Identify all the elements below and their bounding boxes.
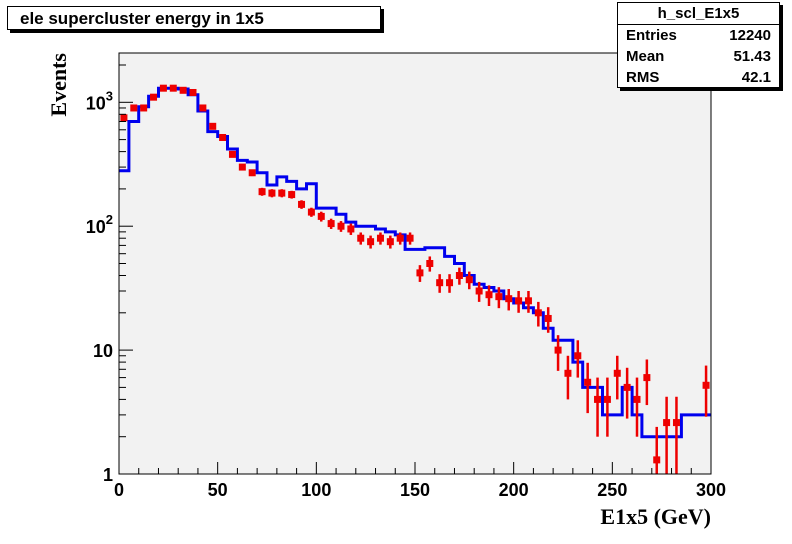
data-point (159, 84, 167, 92)
data-point (130, 104, 138, 112)
data-point (505, 295, 513, 303)
data-point (554, 346, 562, 354)
data-point (347, 225, 355, 233)
x-tick-label: 0 (114, 480, 124, 500)
x-tick-label: 100 (301, 480, 331, 500)
data-point (307, 208, 315, 216)
data-point (564, 369, 572, 377)
data-point (376, 234, 384, 242)
data-point (574, 352, 582, 360)
data-point (219, 133, 227, 141)
data-point (288, 191, 296, 199)
data-point (120, 114, 128, 122)
data-point (317, 212, 325, 220)
data-point (238, 163, 246, 171)
data-point (603, 395, 611, 403)
data-point (643, 374, 651, 382)
data-point (199, 104, 207, 112)
data-point (584, 378, 592, 386)
data-point (209, 122, 217, 130)
x-tick-label: 150 (400, 480, 430, 500)
y-axis-label: Events (46, 53, 71, 117)
data-point (357, 234, 365, 242)
data-point (268, 189, 276, 197)
stats-label: Entries (626, 27, 677, 44)
y-tick-label: 102 (86, 212, 113, 237)
histogram-title: ele supercluster energy in 1x5 (7, 6, 381, 30)
data-point (594, 395, 602, 403)
y-tick-label: 103 (86, 88, 113, 113)
data-point (228, 150, 236, 158)
data-point (436, 279, 444, 287)
data-point (672, 419, 680, 427)
data-point (613, 369, 621, 377)
data-point (653, 456, 661, 464)
x-tick-label: 300 (696, 480, 726, 500)
stats-row-rms: RMS 42.1 (618, 67, 779, 88)
data-point (455, 272, 463, 280)
data-point (702, 381, 710, 389)
data-point (278, 189, 286, 197)
data-point (179, 86, 187, 94)
data-point (386, 238, 394, 246)
y-tick-label: 10 (93, 341, 113, 361)
stats-histogram-name: h_scl_E1x5 (618, 3, 779, 25)
plot-frame (119, 53, 711, 474)
data-point (150, 93, 158, 101)
data-point (140, 104, 148, 112)
histogram-line (119, 86, 711, 439)
data-point (485, 291, 493, 299)
data-point (663, 419, 671, 427)
data-point (465, 276, 473, 284)
data-point (337, 222, 345, 230)
stats-box: h_scl_E1x5 Entries 12240 Mean 51.43 RMS … (617, 2, 780, 88)
data-point (534, 309, 542, 317)
data-point (248, 169, 256, 177)
x-axis-label: E1x5 (GeV) (600, 504, 711, 529)
x-tick-label: 250 (597, 480, 627, 500)
data-point (327, 220, 335, 228)
data-point (426, 260, 434, 267)
stats-value: 12240 (729, 27, 771, 44)
data-point (169, 84, 177, 92)
data-point (524, 297, 532, 305)
stats-value: 51.43 (733, 48, 771, 65)
data-point (406, 234, 414, 242)
stats-label: RMS (626, 69, 660, 86)
data-point (446, 279, 454, 287)
data-point (495, 293, 503, 301)
data-point (515, 297, 523, 305)
data-point (189, 88, 197, 96)
data-point (633, 395, 641, 403)
data-point (396, 234, 404, 242)
data-points-layer (120, 84, 710, 474)
stats-row-entries: Entries 12240 (618, 25, 779, 46)
data-point (258, 188, 266, 196)
data-point (544, 314, 552, 322)
stats-row-mean: Mean 51.43 (618, 46, 779, 67)
data-point (475, 287, 483, 295)
data-point (416, 269, 424, 277)
axes-layer: 0 50 100 150 200 250 300 1 10 102 103 (86, 52, 726, 500)
x-tick-label: 50 (208, 480, 228, 500)
data-point (623, 383, 631, 391)
x-tick-label: 200 (499, 480, 529, 500)
data-point (367, 238, 375, 246)
data-point (298, 200, 306, 208)
histogram-layer (119, 86, 711, 439)
stats-label: Mean (626, 48, 665, 65)
y-tick-label: 1 (103, 465, 113, 485)
stats-value: 42.1 (741, 69, 771, 86)
